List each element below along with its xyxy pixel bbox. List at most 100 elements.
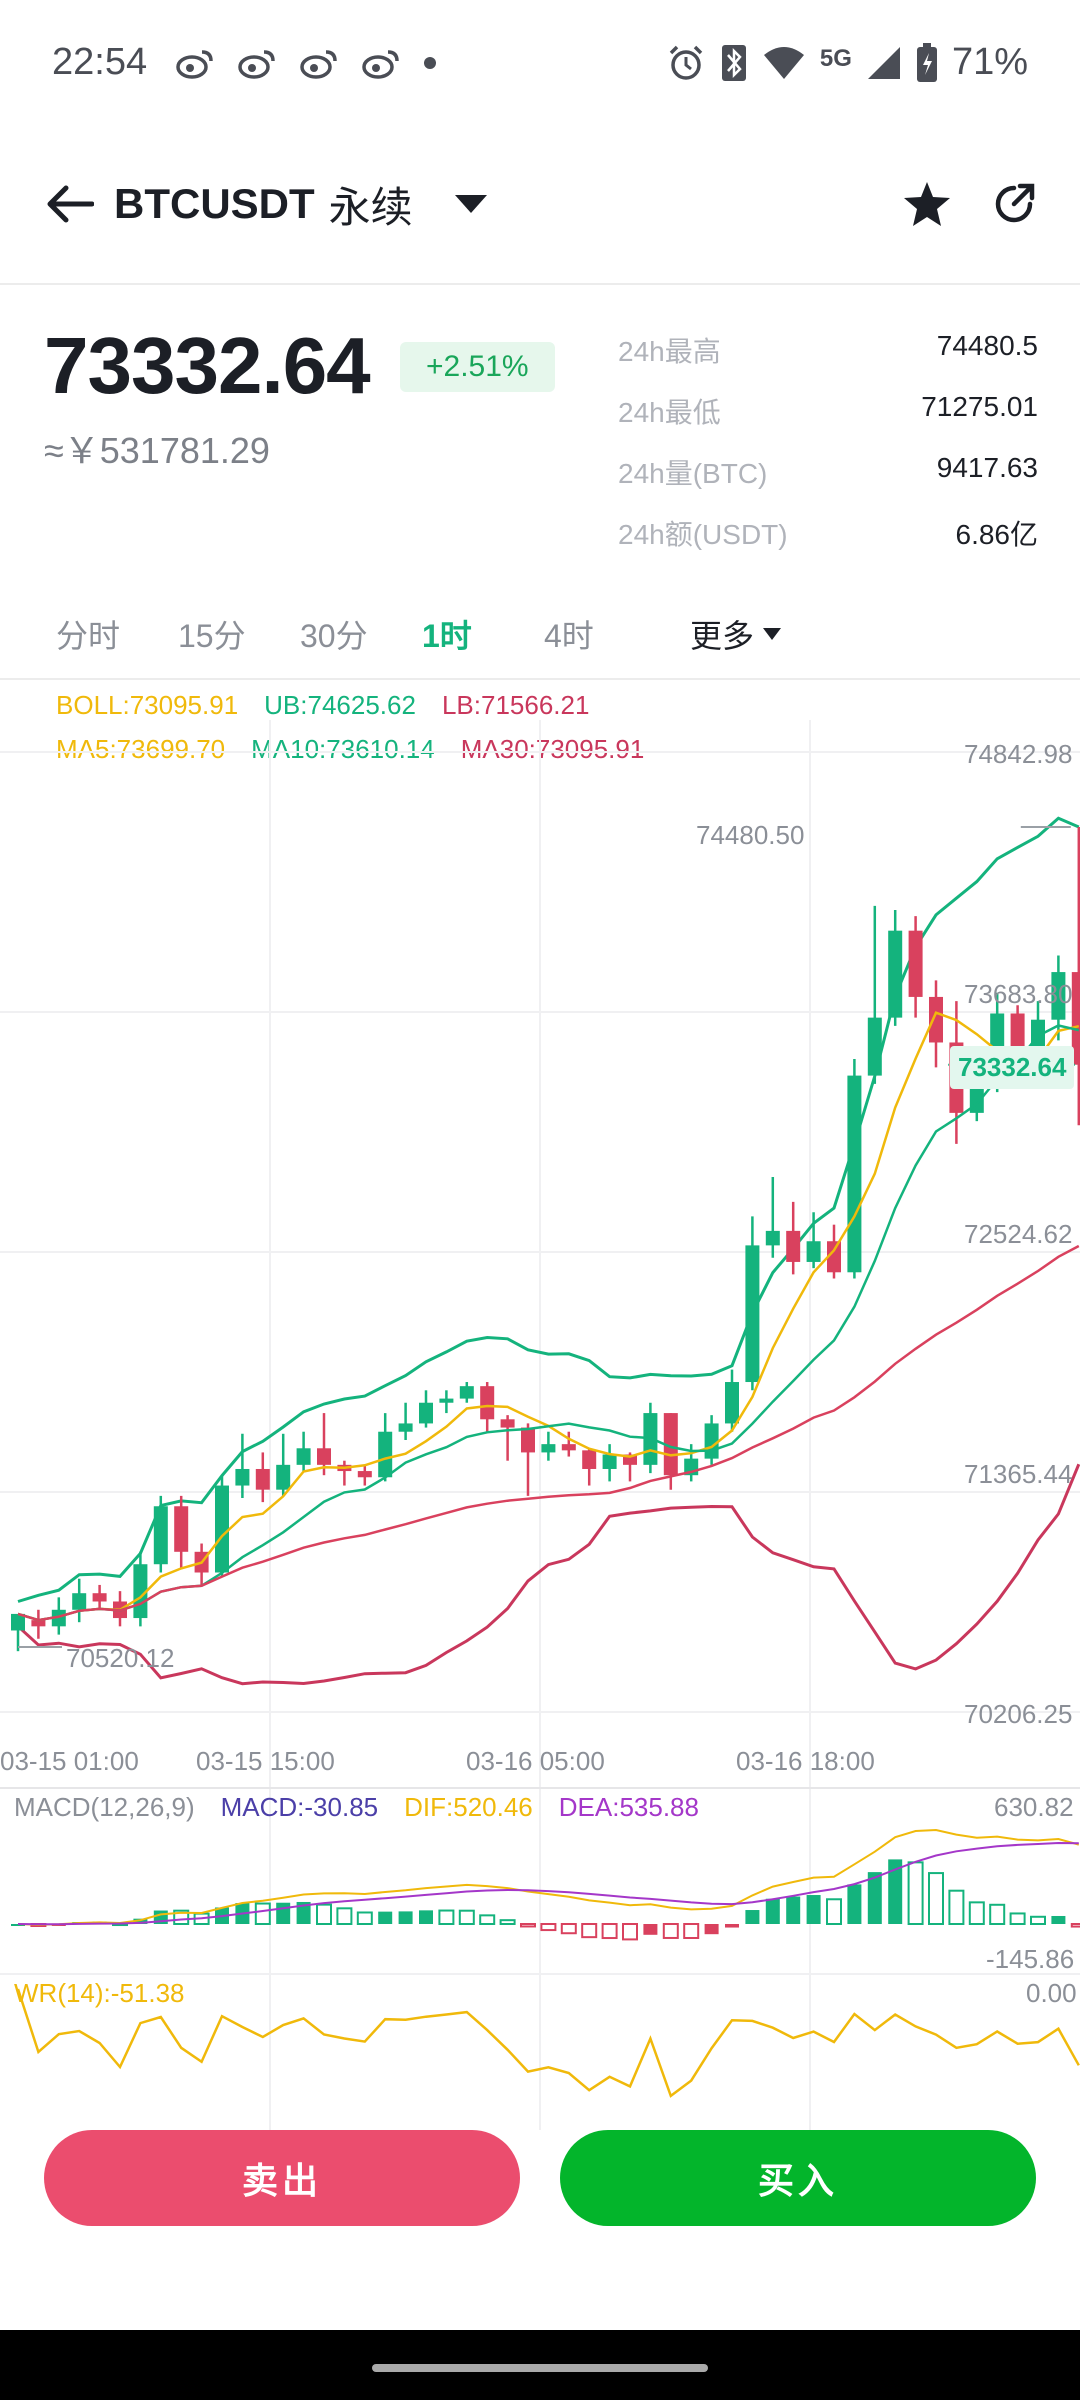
status-time: 22:54: [52, 41, 148, 83]
macd-bar: [826, 1898, 842, 1925]
stat-value: 71275.01: [921, 391, 1038, 422]
candle-body: [255, 1468, 270, 1490]
candle-body: [704, 1423, 719, 1459]
candle-body: [378, 1431, 393, 1478]
macd-bar: [336, 1907, 353, 1926]
stat-row-turnover: 24h额(USDT) 6.86亿: [618, 513, 1038, 574]
candle-body: [541, 1444, 556, 1453]
macd-bar: [1009, 1912, 1026, 1925]
sell-button[interactable]: 卖出: [44, 2130, 520, 2226]
home-indicator[interactable]: [372, 2364, 708, 2372]
macd-bar: [316, 1903, 332, 1925]
stat-label: 24h最低: [618, 397, 721, 428]
candle-body: [561, 1444, 576, 1451]
candle-body: [51, 1609, 66, 1627]
macd-bar: [786, 1896, 801, 1924]
caret-down-icon: [763, 628, 782, 640]
candle-body: [398, 1423, 413, 1432]
tab-30m[interactable]: 30分: [300, 618, 368, 654]
macd-panel: [11, 1828, 1080, 1941]
candle-body: [663, 1413, 678, 1476]
candle-body: [582, 1450, 597, 1469]
current-price-tag: 73332.64: [950, 1046, 1075, 1089]
candle-body: [92, 1593, 107, 1602]
macd-bar: [683, 1923, 700, 1939]
macd-bar: [499, 1919, 516, 1926]
kline-chart[interactable]: [0, 680, 1080, 2130]
nav-bar: BTCUSDT 永续: [0, 125, 1080, 285]
candle-body: [806, 1241, 821, 1262]
candle-body: [745, 1245, 760, 1383]
macd-bar: [847, 1884, 862, 1924]
stat-label: 24h最高: [618, 336, 721, 367]
macd-legend: MACD(12,26,9) MACD:-30.85 DIF:520.46 DEA:53…: [14, 1792, 725, 1823]
alarm-icon: [669, 45, 703, 80]
boll-lower-line: [16, 1463, 1080, 1686]
macd-bar: [765, 1898, 780, 1924]
wr-panel: [16, 1988, 1080, 2098]
star-icon[interactable]: [902, 180, 952, 228]
tab-timeline[interactable]: 分时: [56, 618, 121, 654]
macd-bar: [356, 1911, 373, 1926]
candle-body: [11, 1613, 25, 1631]
price-block: 73332.64 +2.51% ≈￥531781.29: [44, 320, 555, 474]
macd-bar: [968, 1901, 985, 1926]
tab-more-label: 更多: [690, 618, 755, 654]
macd-bar: [725, 1924, 739, 1928]
candle-body: [908, 930, 923, 997]
boll-value: BOLL:73095.91: [56, 690, 239, 720]
weibo-icon: [300, 49, 337, 79]
macd-bar: [520, 1923, 536, 1928]
macd-bar: [378, 1911, 393, 1924]
y-tick: 72524.62: [964, 1219, 1073, 1249]
macd-bar: [989, 1903, 1006, 1925]
caret-down-icon[interactable]: [453, 193, 489, 215]
last-price: 73332.64: [44, 321, 371, 410]
candle-body: [786, 1230, 801, 1262]
wifi-icon: [763, 46, 804, 79]
macd-bar: [806, 1895, 821, 1924]
dif-value: DIF:520.46: [404, 1792, 533, 1822]
signal-icon: [867, 46, 900, 79]
buy-button[interactable]: 买入: [560, 2130, 1036, 2226]
dea-value: DEA:535.88: [558, 1792, 699, 1822]
dot-icon: [424, 56, 437, 69]
macd-bar: [438, 1909, 455, 1926]
ma-legend: MA5:73699.70 MA10:73610.14 MA30:73095.91: [56, 734, 670, 765]
wr-legend: WR(14):-51.38: [14, 1978, 211, 2009]
share-icon[interactable]: [992, 182, 1036, 226]
stats-panel: 24h最高 74480.5 24h最低 71275.01 24h量(BTC) 9…: [618, 330, 1038, 574]
y-tick: 70206.25: [964, 1699, 1073, 1729]
y-tick: 71365.44: [964, 1459, 1073, 1489]
macd-bar: [1051, 1915, 1066, 1924]
trade-actions: 卖出 买入: [0, 2130, 1080, 2270]
candle-body: [480, 1386, 495, 1420]
symbol-title[interactable]: BTCUSDT: [114, 180, 315, 227]
macd-bar: [540, 1923, 557, 1932]
candle-body: [929, 996, 943, 1043]
candle-body: [276, 1464, 291, 1490]
tab-4h[interactable]: 4时: [544, 618, 594, 654]
tab-more[interactable]: 更多: [690, 611, 782, 657]
battery-icon: [916, 42, 937, 82]
bluetooth-icon: [721, 44, 746, 81]
stat-row-low: 24h最低 71275.01: [618, 391, 1038, 452]
x-tick: 03-15 15:00: [196, 1746, 335, 1776]
tab-15m[interactable]: 15分: [178, 618, 246, 654]
candle-body: [419, 1402, 433, 1424]
macd-bar: [296, 1901, 311, 1924]
candle-body: [888, 930, 903, 1018]
candle-body: [623, 1454, 637, 1465]
wr-axis-top: 0.00: [1026, 1978, 1077, 2008]
candle-body: [867, 1017, 882, 1076]
candle-body: [174, 1506, 189, 1552]
macd-bar: [479, 1914, 496, 1925]
tab-1h[interactable]: 1时: [422, 618, 472, 654]
macd-bar: [560, 1923, 577, 1935]
wr-value: WR(14):-51.38: [14, 1978, 185, 2008]
y-tick: 74842.98: [964, 739, 1073, 769]
contract-type[interactable]: 永续: [328, 183, 413, 231]
macd-bar: [643, 1924, 658, 1935]
back-arrow-icon[interactable]: [44, 184, 94, 224]
macd-bar: [1030, 1915, 1046, 1925]
